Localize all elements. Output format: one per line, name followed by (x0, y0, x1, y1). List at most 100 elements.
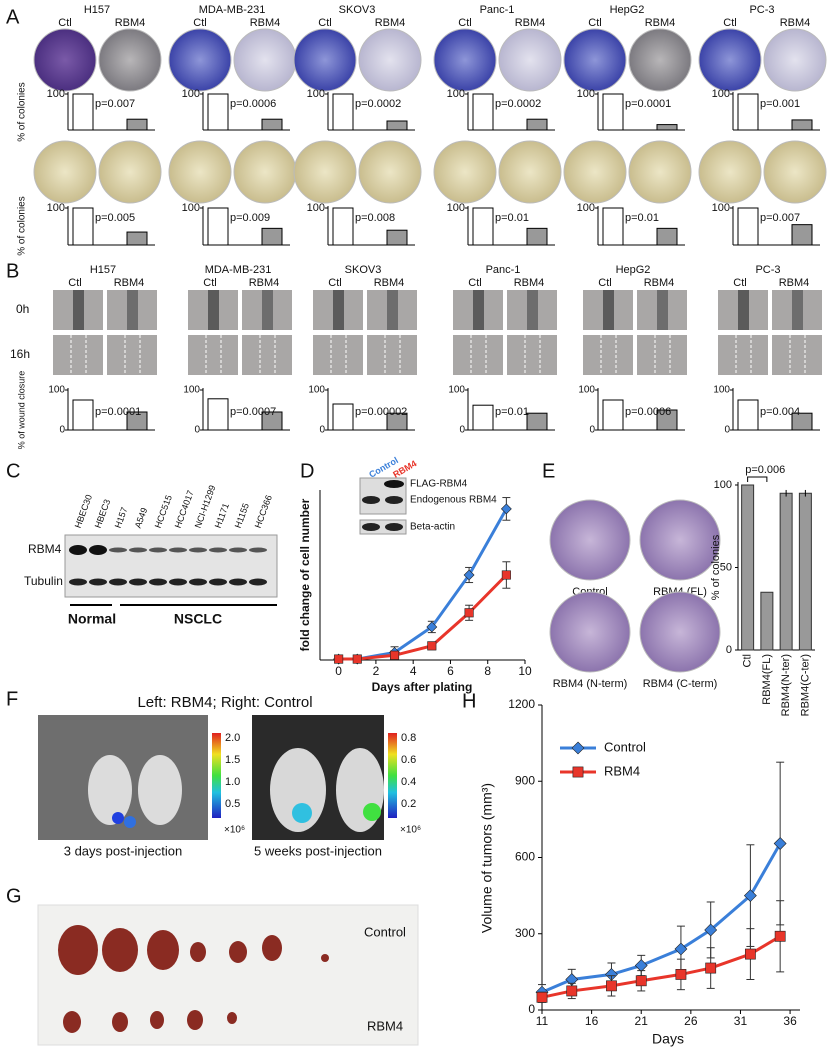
bar (72, 93, 94, 131)
marker (634, 959, 648, 972)
colony-dish (698, 28, 762, 92)
wound-gap (333, 290, 344, 330)
wound-image (53, 335, 103, 375)
mouse (270, 748, 326, 832)
colony-dish (763, 28, 827, 92)
colony-dish (98, 28, 162, 92)
image-caption: 3 days post-injection (64, 843, 183, 858)
panel-label: D (300, 460, 314, 482)
condition-label: Ctl (318, 17, 331, 29)
colorbar-tick: 2.0 (225, 732, 240, 744)
y-tick-label: 0 (319, 425, 325, 436)
lane-label: HCC366 (253, 494, 274, 530)
p-value: p=0.01 (495, 212, 529, 224)
row-label: Tubulin (24, 574, 63, 588)
bar (386, 120, 408, 131)
wound-gap (473, 290, 484, 330)
x-tick-label: 11 (536, 1014, 549, 1028)
band (69, 545, 87, 555)
x-tick-label: 10 (518, 664, 532, 678)
colony-dish (98, 140, 162, 204)
y-tick-label: 0 (724, 425, 730, 436)
y-tick-label: 0 (459, 425, 465, 436)
condition-label: RBM4 (780, 17, 811, 29)
panel-label: H (462, 690, 476, 712)
condition-label: RBM4 (115, 17, 146, 29)
colony-dish (563, 140, 627, 204)
bar (602, 93, 624, 131)
colony-dish (293, 140, 357, 204)
cell-line-title: MDA-MB-231 (199, 4, 266, 16)
colony-dish (639, 499, 721, 581)
bar (602, 399, 624, 431)
y-tick-label: 100 (47, 202, 65, 214)
condition-label: Ctl (468, 277, 481, 289)
bar (332, 207, 354, 246)
band (209, 578, 227, 586)
bar (472, 93, 494, 131)
condition-label: Ctl (733, 277, 746, 289)
bar (386, 229, 408, 246)
x-tick-label: 6 (447, 664, 454, 678)
bar (386, 412, 408, 431)
condition-label: RBM4 (514, 277, 545, 289)
timepoint-label: 0h (16, 302, 29, 316)
wound-image (242, 335, 292, 375)
band (229, 547, 247, 553)
p-value: p=0.001 (760, 98, 800, 110)
colony-dish (168, 28, 232, 92)
band (149, 547, 167, 553)
y-axis-label: fold change of cell number (298, 498, 312, 651)
wound-gap (387, 290, 398, 330)
cell-line-title: H157 (84, 4, 110, 16)
bar (261, 227, 283, 246)
y-tick-label: 100 (447, 88, 465, 100)
condition-label: RBM4 (515, 17, 546, 29)
wound-gap (127, 290, 138, 330)
wound-image (367, 335, 417, 375)
colony-dish (698, 140, 762, 204)
p-value: p=0.01 (495, 406, 529, 418)
bar (791, 412, 813, 431)
bar (126, 231, 148, 246)
tumors (58, 925, 329, 1033)
wound-gap (603, 290, 614, 330)
colony-dish (549, 591, 631, 673)
y-tick-label: 100 (182, 88, 200, 100)
p-value: p=0.01 (625, 212, 659, 224)
x-tick-label: 2 (373, 664, 380, 678)
y-tick-label: 300 (515, 926, 535, 940)
panel-label: F (6, 688, 18, 710)
marker (774, 930, 786, 942)
y-tick-label: 100 (577, 202, 595, 214)
bar (791, 119, 813, 131)
colony-dish (628, 28, 692, 92)
series-line (541, 842, 782, 994)
marker (674, 942, 688, 956)
condition-label: RBM4 (779, 277, 810, 289)
x-tick-label: 31 (734, 1014, 748, 1028)
bar (72, 399, 94, 431)
marker (352, 654, 362, 664)
p-value: p=0.007 (760, 212, 800, 224)
colorbar-unit: ×10⁶ (400, 825, 421, 836)
condition-label: RBM4 (114, 277, 145, 289)
y-tick-label: 0 (194, 425, 200, 436)
condition-label: RBM4 (375, 17, 406, 29)
wound-gap (657, 290, 668, 330)
y-tick-label: 100 (307, 202, 325, 214)
p-value: p=0.004 (760, 406, 800, 418)
bar (332, 403, 354, 431)
condition-label: Ctl (723, 17, 736, 29)
bar (779, 492, 793, 651)
y-axis-label: Volume of tumors (mm³) (479, 783, 495, 933)
lane-label: H157 (113, 506, 130, 530)
bar (737, 399, 759, 431)
band (149, 578, 167, 586)
panel-label: E (542, 460, 555, 482)
y-tick-label: 100 (47, 88, 65, 100)
marker (606, 980, 617, 992)
y-tick-label: 100 (713, 385, 730, 396)
marker (704, 923, 718, 937)
group-label: NSCLC (174, 611, 222, 627)
